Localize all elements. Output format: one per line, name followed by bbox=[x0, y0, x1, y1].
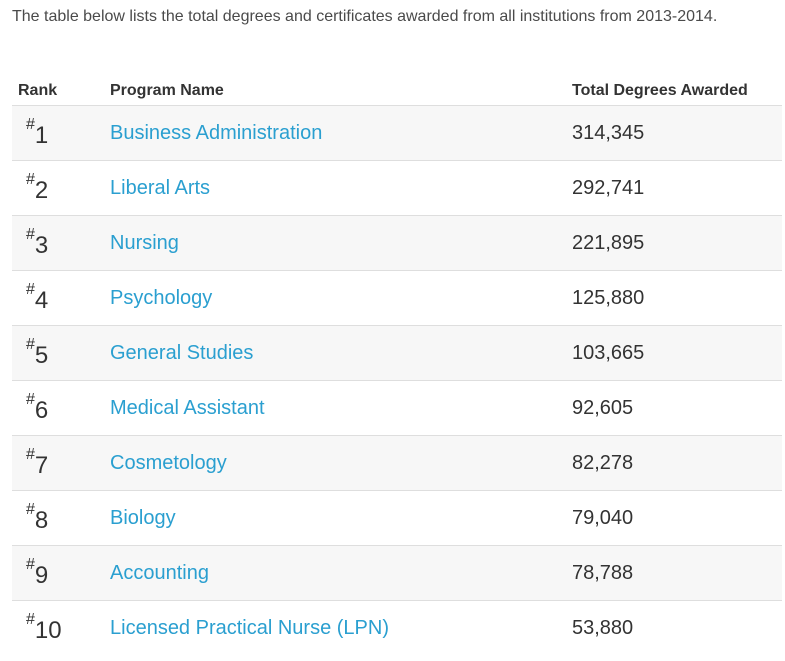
program-link[interactable]: General Studies bbox=[110, 341, 254, 364]
total-degrees-cell: 78,788 bbox=[572, 561, 634, 584]
total-degrees-cell: 92,605 bbox=[572, 396, 634, 419]
program-link[interactable]: Business Administration bbox=[110, 121, 323, 144]
rank-hash: # bbox=[26, 391, 35, 408]
rank-hash: # bbox=[26, 116, 35, 133]
rank-cell: #1 bbox=[12, 106, 98, 161]
intro-text: The table below lists the total degrees … bbox=[12, 8, 718, 25]
table-row: #3 Nursing 221,895 bbox=[12, 215, 782, 271]
program-name-cell: Accounting bbox=[98, 546, 560, 601]
rank-hash: # bbox=[26, 226, 35, 243]
program-name-cell: Business Administration bbox=[98, 106, 560, 161]
rank-hash: # bbox=[26, 446, 35, 463]
program-link[interactable]: Biology bbox=[110, 506, 176, 529]
program-name-column-header: Program Name bbox=[98, 76, 560, 106]
rank-number: 7 bbox=[34, 452, 49, 479]
program-name-cell: Liberal Arts bbox=[98, 161, 560, 216]
rank-cell: #3 bbox=[12, 216, 98, 271]
table-row: #7 Cosmetology 82,278 bbox=[12, 435, 782, 491]
table-row: #9 Accounting 78,788 bbox=[12, 545, 782, 601]
program-name-cell: General Studies bbox=[98, 326, 560, 381]
rank-number: 9 bbox=[34, 562, 49, 589]
rank-cell: #9 bbox=[12, 546, 98, 601]
program-ranking-table: Rank Program Name Total Degrees Awarded … bbox=[12, 76, 782, 656]
program-name-cell: Nursing bbox=[98, 216, 560, 271]
rank-hash: # bbox=[26, 501, 35, 518]
table-row: #5 General Studies 103,665 bbox=[12, 325, 782, 381]
program-name-cell: Biology bbox=[98, 491, 560, 546]
rank-hash: # bbox=[26, 556, 35, 573]
rank-number: 2 bbox=[34, 177, 49, 204]
table-header-row: Rank Program Name Total Degrees Awarded bbox=[12, 76, 782, 106]
rank-number: 4 bbox=[34, 287, 49, 314]
rank-hash: # bbox=[26, 171, 35, 188]
rank-column-header: Rank bbox=[12, 76, 98, 106]
table-row: #4 Psychology 125,880 bbox=[12, 270, 782, 326]
rank-hash: # bbox=[26, 611, 35, 629]
table-row: #2 Liberal Arts 292,741 bbox=[12, 160, 782, 216]
program-link[interactable]: Nursing bbox=[110, 231, 179, 254]
rank-number: 1 bbox=[34, 122, 49, 149]
rank-cell: #6 bbox=[12, 381, 98, 436]
program-name-cell: Licensed Practical Nurse (LPN) bbox=[98, 601, 560, 656]
total-degrees-cell: 82,278 bbox=[572, 451, 634, 474]
program-link[interactable]: Psychology bbox=[110, 286, 213, 309]
table-row: #8 Biology 79,040 bbox=[12, 490, 782, 546]
program-link[interactable]: Cosmetology bbox=[110, 451, 227, 474]
rank-cell: #10 bbox=[12, 601, 98, 656]
total-degrees-cell: 79,040 bbox=[572, 506, 634, 529]
program-link[interactable]: Licensed Practical Nurse (LPN) bbox=[110, 616, 389, 639]
rank-cell: #7 bbox=[12, 436, 98, 491]
program-link[interactable]: Liberal Arts bbox=[110, 176, 211, 199]
program-link[interactable]: Medical Assistant bbox=[110, 396, 265, 419]
total-degrees-cell: 53,880 bbox=[572, 616, 634, 639]
rank-hash: # bbox=[26, 281, 35, 298]
total-degrees-cell: 292,741 bbox=[572, 176, 645, 199]
total-degrees-cell: 314,345 bbox=[572, 121, 645, 144]
total-degrees-cell: 221,895 bbox=[572, 231, 645, 254]
rank-cell: #4 bbox=[12, 271, 98, 326]
program-name-cell: Medical Assistant bbox=[98, 381, 560, 436]
program-name-cell: Psychology bbox=[98, 271, 560, 326]
rank-number: 10 bbox=[34, 617, 62, 645]
program-name-cell: Cosmetology bbox=[98, 436, 560, 491]
total-degrees-column-header: Total Degrees Awarded bbox=[560, 76, 782, 106]
table-row: #6 Medical Assistant 92,605 bbox=[12, 380, 782, 436]
table-body: #1 Business Administration 314,345 #2 Li… bbox=[12, 105, 782, 656]
rank-cell: #2 bbox=[12, 161, 98, 216]
rank-number: 5 bbox=[34, 342, 49, 369]
table-row: #10 Licensed Practical Nurse (LPN) 53,88… bbox=[12, 600, 782, 656]
rank-cell: #8 bbox=[12, 491, 98, 546]
rank-number: 3 bbox=[34, 232, 49, 259]
program-link[interactable]: Accounting bbox=[110, 561, 209, 584]
total-degrees-cell: 103,665 bbox=[572, 341, 645, 364]
rank-hash: # bbox=[26, 336, 35, 353]
rank-number: 6 bbox=[34, 397, 49, 424]
table-header: Rank Program Name Total Degrees Awarded bbox=[12, 76, 782, 106]
table-row: #1 Business Administration 314,345 bbox=[12, 105, 782, 161]
rank-number: 8 bbox=[34, 507, 49, 534]
total-degrees-cell: 125,880 bbox=[572, 286, 645, 309]
rank-cell: #5 bbox=[12, 326, 98, 381]
